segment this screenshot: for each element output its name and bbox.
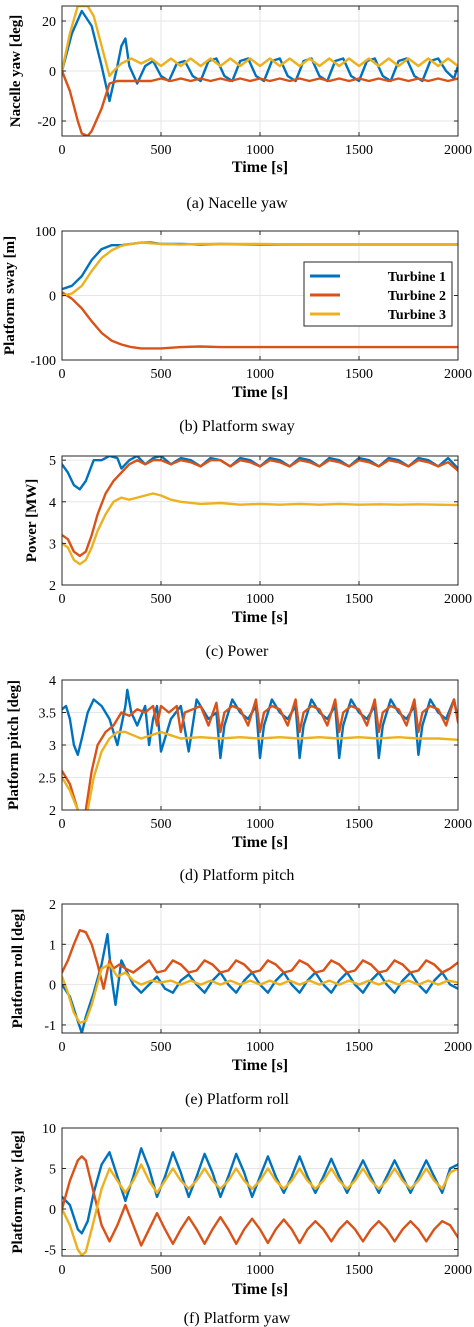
y-tick-label: 0 bbox=[49, 290, 56, 305]
x-axis-label: Time [s] bbox=[232, 1281, 288, 1298]
subplot-caption: (d) Platform pitch bbox=[180, 867, 295, 884]
y-tick-label: 0 bbox=[49, 979, 56, 994]
x-tick-label: 2000 bbox=[444, 143, 472, 158]
legend-label: Turbine 1 bbox=[388, 270, 446, 285]
x-tick-label: 2000 bbox=[444, 367, 472, 382]
x-tick-label: 0 bbox=[59, 592, 66, 607]
y-tick-label: 0 bbox=[49, 1203, 56, 1218]
y-tick-label: 20 bbox=[42, 15, 56, 30]
x-axis-label: Time [s] bbox=[232, 1057, 288, 1074]
y-tick-label: 100 bbox=[35, 225, 56, 240]
x-tick-label: 1500 bbox=[345, 817, 373, 832]
series-line-2 bbox=[62, 69, 458, 136]
y-tick-label: 2.5 bbox=[39, 772, 57, 787]
y-tick-label: -100 bbox=[30, 354, 56, 369]
x-tick-label: 500 bbox=[151, 592, 172, 607]
x-tick-label: 2000 bbox=[444, 817, 472, 832]
subplot-caption: (a) Nacelle yaw bbox=[186, 195, 288, 212]
subplot-caption: (c) Power bbox=[206, 643, 269, 660]
x-tick-label: 0 bbox=[59, 143, 66, 158]
y-tick-label: 2 bbox=[49, 804, 56, 819]
x-tick-label: 500 bbox=[151, 1040, 172, 1055]
subplot-4: 0 500 1000 1500 2000 2 2.5 3 3.5 4 Time [s] Platfor… bbox=[6, 674, 472, 884]
y-axis-label: Platform yaw [deg] bbox=[10, 1130, 26, 1253]
x-tick-label: 500 bbox=[151, 1263, 172, 1278]
legend-label: Turbine 3 bbox=[388, 308, 446, 323]
y-tick-label: 3.5 bbox=[39, 707, 57, 722]
subplot-caption: (e) Platform roll bbox=[185, 1091, 290, 1108]
y-tick-label: -5 bbox=[44, 1244, 56, 1259]
series-line-3 bbox=[62, 241, 458, 297]
series-line-3 bbox=[62, 1163, 458, 1256]
y-tick-label: -1 bbox=[44, 1019, 56, 1034]
x-tick-label: 0 bbox=[59, 817, 66, 832]
y-tick-label: 3 bbox=[49, 739, 56, 754]
series-line-3 bbox=[62, 6, 458, 78]
y-tick-label: -20 bbox=[37, 115, 56, 130]
x-tick-label: 500 bbox=[151, 367, 172, 382]
x-tick-label: 1500 bbox=[345, 367, 373, 382]
x-tick-label: 1000 bbox=[246, 367, 274, 382]
x-tick-label: 1000 bbox=[246, 817, 274, 832]
x-axis-label: Time [s] bbox=[232, 834, 288, 851]
x-tick-label: 1000 bbox=[246, 1040, 274, 1055]
series-line-2 bbox=[62, 291, 458, 350]
y-tick-label: 5 bbox=[49, 454, 56, 469]
subplot-caption: (b) Platform sway bbox=[179, 418, 295, 435]
y-tick-label: 1 bbox=[49, 938, 56, 953]
x-tick-label: 1000 bbox=[246, 1263, 274, 1278]
x-tick-label: 0 bbox=[59, 1040, 66, 1055]
legend: Turbine 1 Turbine 2 Turbine 3 bbox=[303, 261, 453, 327]
series-line-2 bbox=[62, 459, 458, 558]
y-tick-label: 5 bbox=[49, 1163, 56, 1178]
y-axis-label: Nacelle yaw [deg] bbox=[8, 15, 24, 127]
x-tick-label: 1500 bbox=[345, 592, 373, 607]
y-axis-label: Platform roll [deg] bbox=[10, 909, 26, 1029]
series-line-2 bbox=[62, 698, 458, 810]
y-axis-label: Power [MW] bbox=[24, 479, 40, 562]
x-axis-label: Time [s] bbox=[232, 384, 288, 401]
y-tick-label: 4 bbox=[49, 496, 56, 511]
x-tick-label: 1500 bbox=[345, 1040, 373, 1055]
series-line-3 bbox=[62, 492, 458, 566]
series-line-2 bbox=[62, 929, 458, 990]
x-axis-label: Time [s] bbox=[232, 159, 288, 176]
legend-label: Turbine 2 bbox=[388, 289, 446, 304]
series-line-2 bbox=[62, 1155, 458, 1247]
x-tick-label: 2000 bbox=[444, 1040, 472, 1055]
x-tick-label: 1000 bbox=[246, 592, 274, 607]
y-tick-label: 0 bbox=[49, 65, 56, 80]
y-tick-label: 4 bbox=[49, 674, 56, 689]
x-tick-label: 1500 bbox=[345, 143, 373, 158]
y-axis-label: Platform sway [m] bbox=[2, 236, 18, 355]
x-tick-label: 2000 bbox=[444, 1263, 472, 1278]
series-line-3 bbox=[62, 730, 458, 810]
y-axis-label: Platform pitch [deg] bbox=[6, 680, 22, 810]
series-line-1 bbox=[62, 933, 458, 1033]
x-tick-label: 1500 bbox=[345, 1263, 373, 1278]
y-tick-label: 10 bbox=[42, 1122, 56, 1137]
y-tick-label: 2 bbox=[49, 579, 56, 594]
subplot-3: 0 500 1000 1500 2000 2 3 4 5 Time [s] Power [MW] (c… bbox=[24, 454, 472, 660]
x-tick-label: 2000 bbox=[444, 592, 472, 607]
series-line-1 bbox=[62, 688, 458, 760]
x-tick-label: 1000 bbox=[246, 143, 274, 158]
x-tick-label: 500 bbox=[151, 817, 172, 832]
x-tick-label: 0 bbox=[59, 1263, 66, 1278]
series-line-3 bbox=[62, 963, 458, 1025]
x-axis-label: Time [s] bbox=[232, 609, 288, 626]
y-tick-label: 3 bbox=[49, 537, 56, 552]
x-tick-label: 0 bbox=[59, 367, 66, 382]
y-tick-label: 2 bbox=[49, 898, 56, 913]
subplot-caption: (f) Platform yaw bbox=[184, 1310, 291, 1327]
x-tick-label: 500 bbox=[151, 143, 172, 158]
